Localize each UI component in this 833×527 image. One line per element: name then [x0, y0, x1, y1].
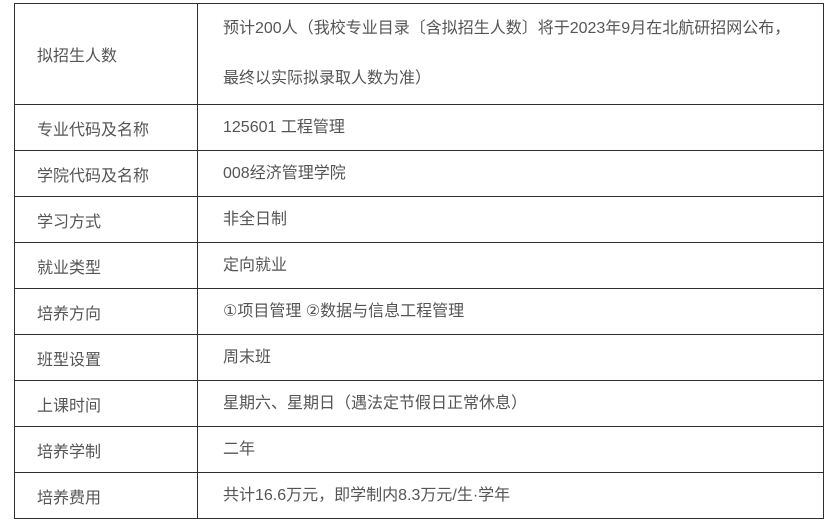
row-label: 培养方向: [14, 288, 198, 335]
row-value: 周末班: [197, 334, 824, 381]
row-value: 非全日制: [197, 196, 824, 243]
row-value: 星期六、星期日（遇法定节假日正常休息）: [197, 380, 824, 427]
row-label: 拟招生人数: [14, 3, 198, 105]
row-label: 就业类型: [14, 242, 198, 289]
row-label: 班型设置: [14, 334, 198, 381]
row-value: 共计16.6万元，即学制内8.3万元/生·学年: [197, 472, 824, 519]
admissions-info-table: 拟招生人数 预计200人（我校专业目录〔含拟招生人数〕将于2023年9月在北航研…: [14, 3, 824, 519]
table-row: 培养方向 ①项目管理 ②数据与信息工程管理: [14, 288, 824, 335]
row-value: 125601 工程管理: [197, 104, 824, 151]
table-row: 班型设置 周末班: [14, 334, 824, 381]
table-row: 培养费用 共计16.6万元，即学制内8.3万元/生·学年: [14, 472, 824, 519]
table-row: 学院代码及名称 008经济管理学院: [14, 150, 824, 197]
row-label: 培养学制: [14, 426, 198, 473]
table-row: 就业类型 定向就业: [14, 242, 824, 289]
table-row: 专业代码及名称 125601 工程管理: [14, 104, 824, 151]
admissions-table-body: 拟招生人数 预计200人（我校专业目录〔含拟招生人数〕将于2023年9月在北航研…: [14, 3, 824, 519]
row-label: 专业代码及名称: [14, 104, 198, 151]
table-row: 培养学制 二年: [14, 426, 824, 473]
row-label: 学习方式: [14, 196, 198, 243]
row-value: 定向就业: [197, 242, 824, 289]
row-label: 上课时间: [14, 380, 198, 427]
row-value: ①项目管理 ②数据与信息工程管理: [197, 288, 824, 335]
table-row: 上课时间 星期六、星期日（遇法定节假日正常休息）: [14, 380, 824, 427]
row-label: 学院代码及名称: [14, 150, 198, 197]
table-row: 拟招生人数 预计200人（我校专业目录〔含拟招生人数〕将于2023年9月在北航研…: [14, 3, 824, 105]
table-row: 学习方式 非全日制: [14, 196, 824, 243]
row-value: 008经济管理学院: [197, 150, 824, 197]
row-label: 培养费用: [14, 472, 198, 519]
row-value: 二年: [197, 426, 824, 473]
row-value: 预计200人（我校专业目录〔含拟招生人数〕将于2023年9月在北航研招网公布，最…: [197, 3, 824, 105]
